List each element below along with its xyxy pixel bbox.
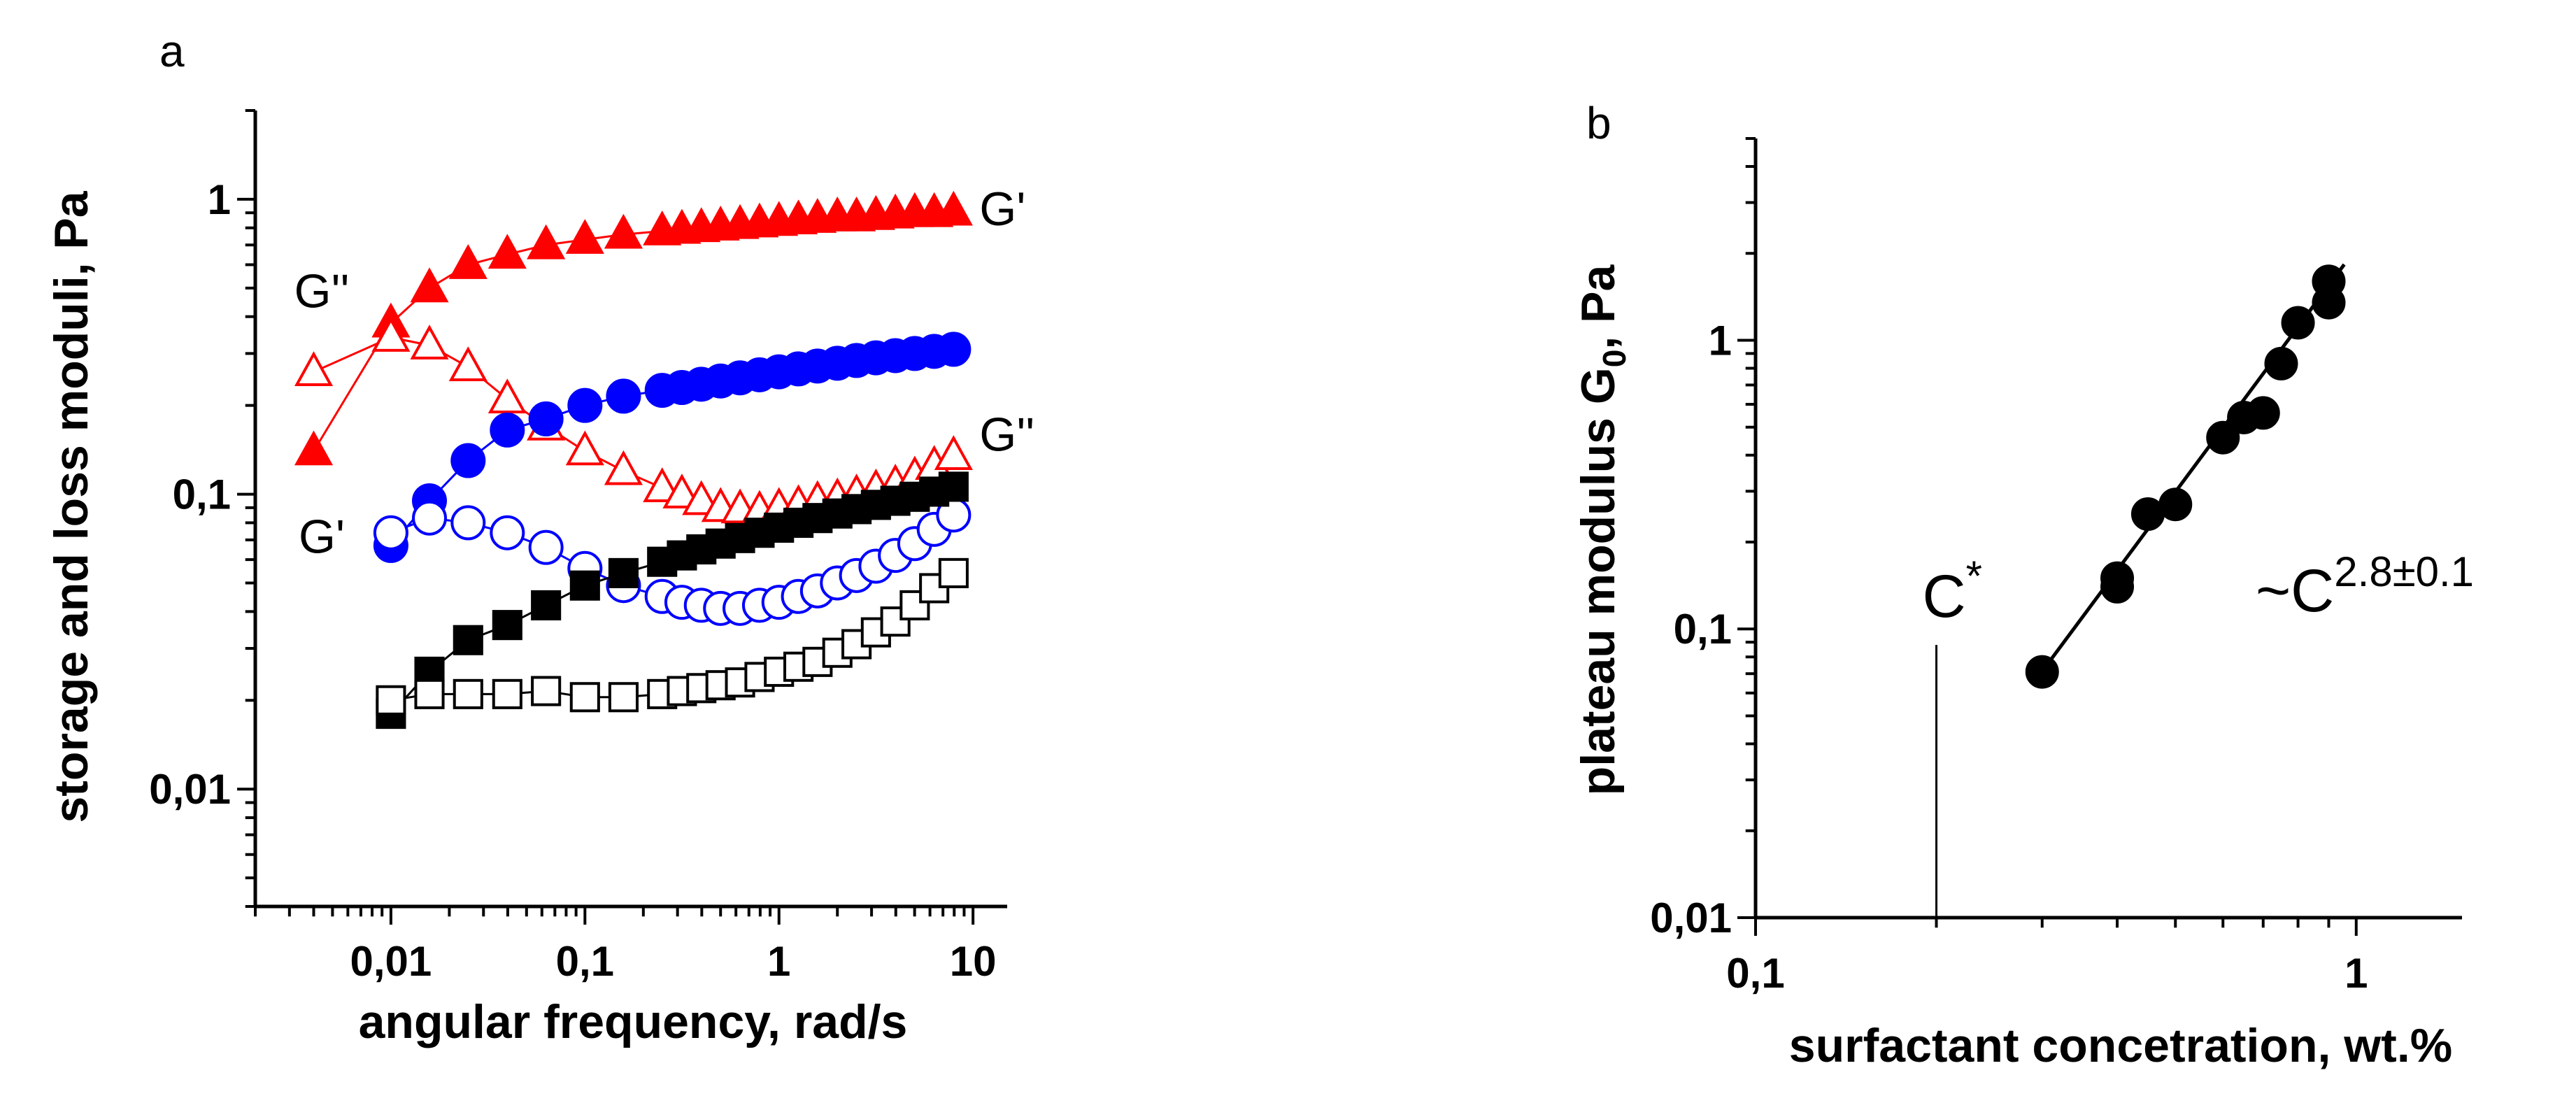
panel-a-data-point	[410, 325, 449, 360]
panel-a-data-point	[938, 471, 969, 502]
panel-a-series-0	[294, 190, 973, 466]
panel-a-annotation: G'	[299, 511, 345, 564]
panel-a-data-point	[412, 500, 448, 536]
panel-a-data-point	[488, 234, 527, 269]
panel-b-fit-label-exponent: 2.8±0.1	[2334, 548, 2474, 595]
panel-a-data-point	[294, 351, 334, 386]
panel-b-x-tick-label: 1	[2344, 950, 2368, 997]
panel-a-data-point	[371, 316, 411, 352]
panel-a-data-point	[606, 378, 641, 414]
panel-a-data-point	[608, 682, 639, 713]
panel-a-x-tick-label: 10	[950, 938, 997, 985]
panel-a-series-2	[373, 332, 972, 563]
panel-a-y-tick-label: 0,1	[173, 471, 231, 518]
panel-a-annotation: G''	[979, 408, 1034, 462]
panel-a-ticks: 0,01 0,1 1 10 0,01 0,1 1	[149, 109, 997, 985]
panel-b-data-point	[2100, 561, 2135, 595]
panel-a-data-point	[662, 474, 702, 508]
panel-a-y-tick-label: 1	[208, 176, 231, 223]
panel-a-annotations: G' G'' G' G''	[294, 183, 1035, 564]
panel-b-data-point	[2312, 264, 2346, 299]
panel-b-y-axis-title-main: plateau modulus G	[1572, 367, 1625, 795]
panel-a-series-5	[376, 557, 969, 716]
panel-a-data-point	[450, 505, 486, 541]
panel-b: b 0,1 1 0,01 0,1 1 ~C2.8±0.1 C* surfactant c…	[1572, 98, 2474, 1072]
panel-a-data-point	[448, 346, 488, 382]
panel-a-data-point	[938, 557, 969, 588]
panel-a-data-point	[934, 190, 973, 226]
panel-a-data-point	[450, 443, 486, 478]
panel-b-fit-label-base: ~C	[2256, 557, 2334, 625]
panel-a-data-point	[919, 573, 950, 604]
panel-a-data-point	[294, 430, 334, 466]
panel-b-y-axis-title-sub: 0	[1596, 350, 1632, 368]
panel-b-y-tick-label: 0,1	[1674, 606, 1732, 653]
panel-b-y-tick-label: 0,01	[1650, 895, 1732, 941]
panel-a-data-point	[643, 467, 682, 502]
panel-b-fit-label: ~C2.8±0.1	[2256, 548, 2474, 625]
panel-b-ticks: 0,1 1 0,01 0,1 1	[1650, 137, 2368, 997]
panel-b-x-axis-title: surfactant concetration, wt.%	[1789, 1019, 2452, 1072]
panel-a-data-point	[490, 412, 525, 448]
panel-a-data-point	[527, 224, 566, 259]
panel-b-data-point	[2206, 420, 2240, 455]
panel-a-data-point	[492, 678, 522, 709]
panel-a-x-tick-label: 0,1	[556, 938, 614, 985]
panel-a-annotation: G'	[979, 183, 1025, 236]
panel-a-data-point	[410, 267, 449, 303]
panel-letter-a: a	[159, 26, 185, 76]
panel-a-data-point	[604, 213, 643, 249]
panel-a-x-tick-label: 1	[767, 938, 790, 985]
panel-a-data-point	[569, 682, 600, 713]
panel-a-data-point	[565, 219, 604, 254]
panel-b-points	[2025, 264, 2346, 689]
panel-a-data-point	[528, 401, 564, 436]
panel-b-data-point	[2281, 306, 2315, 340]
panel-a-series	[294, 190, 973, 730]
panel-a-data-point	[531, 676, 562, 706]
panel-a-data-point	[569, 570, 600, 601]
panel-b-y-axis-title: plateau modulus G0, Pa	[1572, 264, 1632, 796]
panel-a-data-point	[567, 387, 603, 423]
panel-a-data-point	[528, 529, 564, 565]
panel-a-data-point	[490, 515, 525, 550]
panel-a-series-4	[376, 471, 969, 730]
panel-a-y-axis-title: storage and loss moduli, Pa	[45, 190, 98, 823]
panel-b-data-point	[2158, 487, 2193, 522]
panel-a-data-point	[488, 378, 527, 414]
panel-b-critical-label-sup: *	[1966, 553, 1982, 599]
panel-b-critical-label-base: C	[1923, 563, 1966, 630]
panel-a-data-point	[682, 480, 721, 515]
panel-letter-b: b	[1586, 98, 1611, 148]
panel-a-data-point	[453, 678, 483, 709]
panel-a-data-point	[448, 243, 488, 279]
panel-b-data-point	[2246, 396, 2280, 430]
panel-b-x-tick-label: 0,1	[1726, 950, 1784, 997]
panel-a-annotation: G''	[294, 265, 350, 318]
panel-b-y-axis-title-tail: , Pa	[1572, 264, 1625, 350]
panel-a-data-point	[414, 678, 445, 709]
panel-a-data-point	[376, 685, 406, 716]
panel-a-series-3	[373, 497, 972, 626]
panel-a-data-point	[880, 606, 911, 637]
panel-a-x-axis-title: angular frequency, rad/s	[359, 995, 908, 1048]
panel-a-y-tick-label: 0,01	[149, 766, 231, 813]
panel-a-data-point	[492, 610, 522, 641]
panel-b-y-tick-label: 1	[1709, 317, 1732, 364]
panel-a-data-point	[936, 332, 972, 367]
panel-a-data-point	[453, 625, 483, 655]
panel-a-data-point	[373, 515, 408, 550]
panel-a-data-point	[531, 590, 562, 620]
panel-a-data-point	[604, 450, 643, 485]
panel-b-data-point	[2264, 346, 2298, 380]
panel-a-data-point	[934, 435, 973, 470]
panel-b-data-point	[2025, 655, 2059, 689]
panel-a-x-tick-label: 0,01	[350, 938, 432, 985]
panel-a-data-point	[608, 557, 639, 588]
panel-a: a 0,01 0,1 1 10 0,01 0,1 1 G' G'' G' G'' angular …	[45, 26, 1034, 1048]
panel-b-critical-label: C*	[1923, 553, 1982, 630]
panel-a-data-point	[565, 430, 604, 466]
